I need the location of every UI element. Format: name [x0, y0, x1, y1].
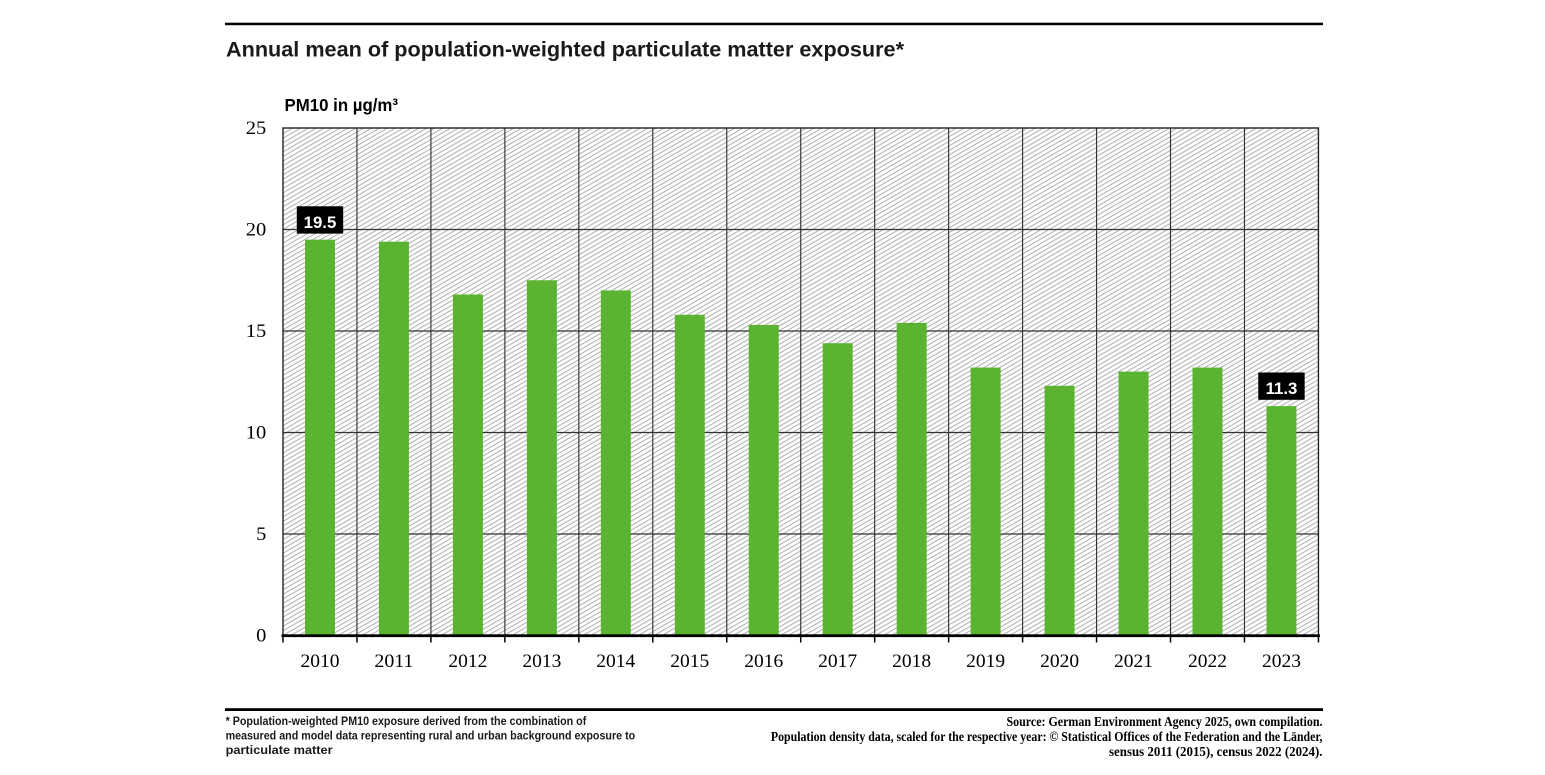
svg-text:2011: 2011	[374, 651, 413, 672]
svg-text:25: 25	[246, 119, 267, 139]
svg-text:measured and model data repres: measured and model data representing rur…	[226, 731, 636, 743]
svg-text:2012: 2012	[448, 651, 487, 672]
svg-text:2019: 2019	[966, 651, 1005, 672]
svg-text:2020: 2020	[1040, 651, 1079, 672]
svg-text:2017: 2017	[818, 651, 857, 672]
svg-text:10: 10	[246, 424, 267, 444]
svg-text:15: 15	[246, 322, 267, 342]
svg-text:2013: 2013	[522, 651, 561, 672]
svg-text:particulate matter: particulate matter	[226, 745, 334, 757]
svg-text:2022: 2022	[1188, 651, 1227, 672]
svg-text:20: 20	[246, 221, 267, 241]
svg-text:Annual mean of population-weig: Annual mean of population-weighted parti…	[226, 38, 905, 62]
svg-text:sensus 2011 (2015), census 202: sensus 2011 (2015), census 2022 (2024).	[1109, 744, 1323, 760]
svg-text:0: 0	[256, 627, 266, 647]
svg-text:2015: 2015	[670, 651, 709, 672]
svg-text:2023: 2023	[1262, 651, 1301, 672]
svg-text:* Population-weighted PM10 exp: * Population-weighted PM10 exposure deri…	[226, 716, 587, 728]
svg-text:2021: 2021	[1114, 651, 1153, 672]
svg-text:2016: 2016	[744, 651, 783, 672]
svg-text:Population density data, scale: Population density data, scaled for the …	[771, 729, 1323, 744]
svg-text:5: 5	[256, 525, 266, 545]
svg-text:19.5: 19.5	[304, 213, 337, 232]
svg-text:2010: 2010	[300, 651, 339, 672]
svg-text:PM10 in µg/m³: PM10 in µg/m³	[285, 95, 399, 115]
svg-text:2018: 2018	[892, 651, 931, 672]
svg-text:2014: 2014	[596, 651, 636, 672]
svg-text:11.3: 11.3	[1266, 379, 1298, 398]
svg-text:Source: German Environment Age: Source: German Environment Agency 2025, …	[1007, 714, 1323, 729]
